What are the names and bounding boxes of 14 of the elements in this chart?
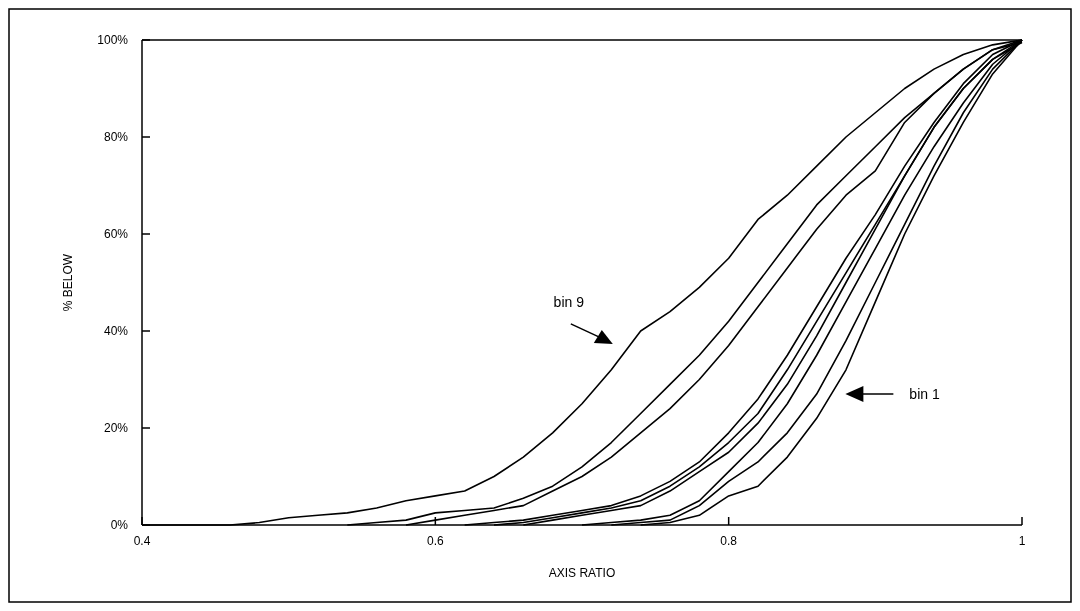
y-tick-label: 80% [103, 130, 129, 145]
y-axis-title: % BELOW [61, 253, 75, 312]
x-axis-title: AXIS RATIO [548, 566, 616, 580]
x-tick-label: 0.8 [720, 534, 738, 548]
x-tick-label: 1 [1018, 534, 1026, 548]
annotation: bin 9 [553, 293, 585, 310]
x-tick-label: 0.6 [426, 534, 444, 548]
annotation: bin 1 [909, 385, 940, 402]
y-tick-label: 60% [103, 227, 129, 242]
y-tick-label: 0% [110, 518, 129, 533]
y-tick-label: 20% [103, 421, 129, 436]
y-tick-label: 40% [103, 324, 129, 339]
y-tick-label: 100% [97, 33, 129, 48]
x-tick-label: 0.4 [133, 534, 151, 548]
